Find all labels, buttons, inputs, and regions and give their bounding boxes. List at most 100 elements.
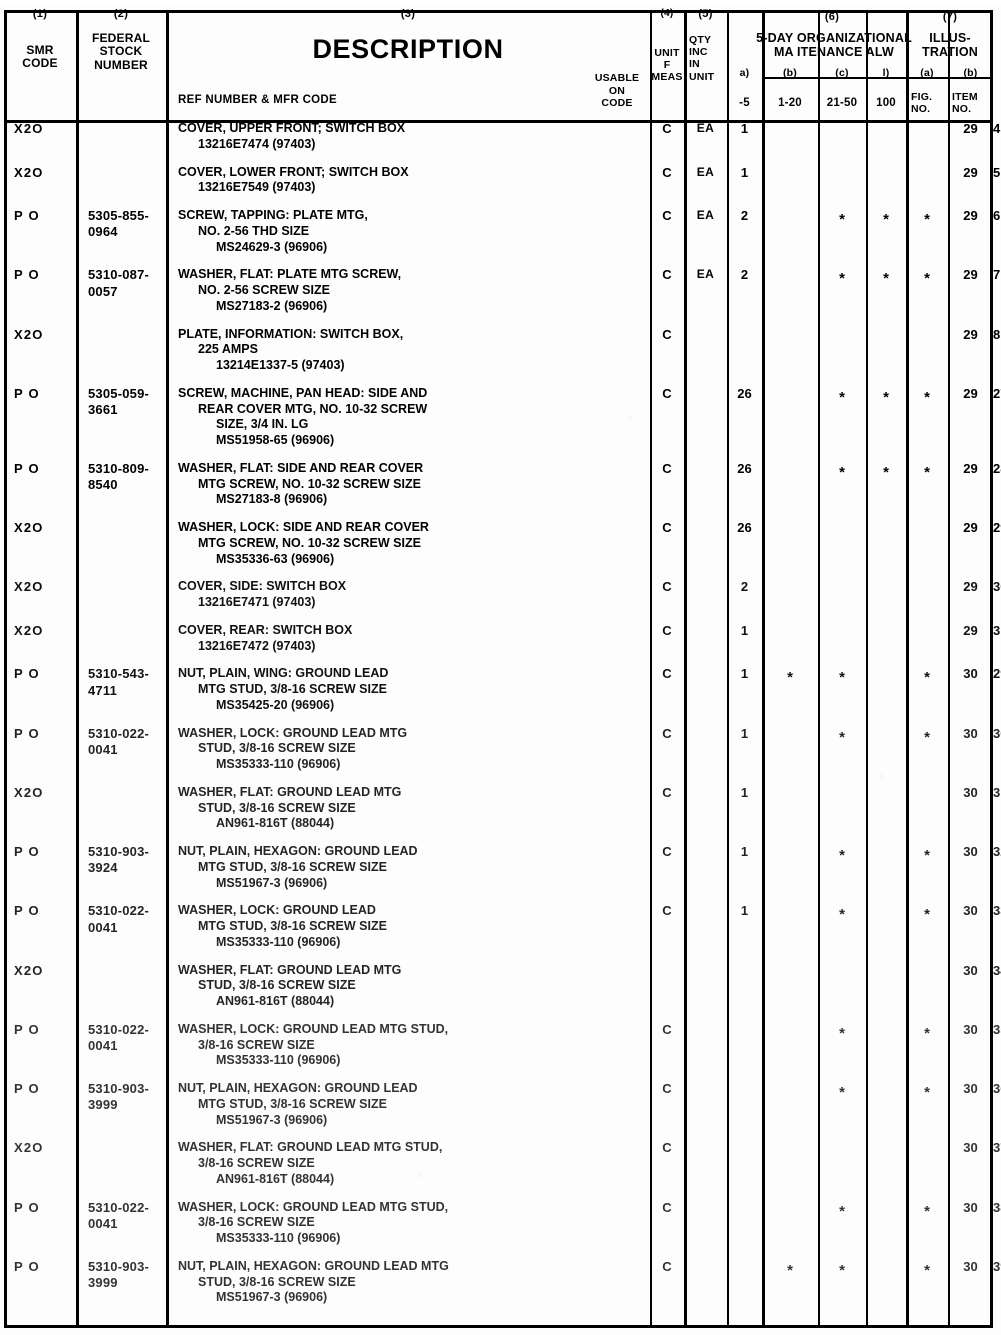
cell-description: NUT, PLAIN, HEXAGON: GROUND LEAD MTG STUD… <box>166 1075 650 1134</box>
table-row: P O 5310-903-3999 NUT, PLAIN, HEXAGON: GRO… <box>4 1253 1001 1312</box>
cell-allowance-a <box>762 115 818 159</box>
cell-usable-on-code: C <box>662 844 672 859</box>
cell-stock-number <box>76 779 166 838</box>
cell-smr-code: X2O <box>14 1140 44 1156</box>
cell-smr-code: X2O <box>14 121 44 136</box>
cell-description: WASHER, FLAT: GROUND LEAD MTG STUD, 3/8-1… <box>166 779 650 838</box>
table-row: P O 5310-543-4711 NUT, PLAIN, WING: GROUND… <box>4 660 1001 719</box>
description-line-3: MS35333-110 (96906) <box>216 1231 341 1245</box>
cell-allowance-c <box>866 573 906 617</box>
cell-figure-number: 29 <box>963 208 978 223</box>
table-row: X2O WASHER, FLAT: GROUND LEAD MTG STUD, 3/… <box>4 779 1001 838</box>
description-line-1: SCREW, TAPPING: PLATE MTG, <box>178 208 368 222</box>
cell-usable-on-code: C <box>662 622 672 638</box>
allowance-asterisk-icon: * <box>924 669 930 687</box>
cell-allowance-c <box>866 617 906 661</box>
cell-allowance-a <box>762 261 818 320</box>
cell-stock-number <box>76 159 166 203</box>
description-line-1: NUT, PLAIN, HEXAGON: GROUND LEAD <box>178 1081 418 1095</box>
cell-item-number: 31 <box>993 622 1001 638</box>
description-line-2: 225 AMPS <box>198 342 258 357</box>
cell-allowance-b: * <box>818 202 866 261</box>
header-item-line1: ITEM <box>952 91 978 103</box>
cell-item-number: 28 <box>993 460 1001 476</box>
header-allowance-a-range: -5 <box>739 97 750 109</box>
description-line-2: 13216E7474 (97403) <box>198 136 316 151</box>
cell-unit-of-measure <box>684 380 727 455</box>
description-line-2: 13216E7471 (97403) <box>198 595 316 609</box>
header-federal-stock-number: (2) FEDERAL STOCK NUMBER <box>76 5 166 115</box>
description-line-2: NO. 2-56 THD SIZE <box>198 223 310 238</box>
cell-allowance-a <box>762 957 818 1016</box>
cell-qty-inc-in-unit: 1 <box>740 622 749 638</box>
cell-allowance-c <box>866 660 906 719</box>
cell-allowance-b: * <box>818 838 866 897</box>
cell-qty-inc-in-unit <box>727 1016 762 1075</box>
allowance-asterisk-icon: * <box>839 669 845 687</box>
description-line-2: 3/8-16 SCREW SIZE <box>198 1156 315 1170</box>
header-fsn-line3: NUMBER <box>94 57 148 72</box>
cell-allowance-a <box>762 514 818 573</box>
table-row: X2O WASHER, FLAT: GROUND LEAD MTG STUD, 3/… <box>4 1134 1001 1193</box>
cell-item-number: 39 <box>993 1258 1001 1274</box>
cell-usable-on-code: C <box>662 520 672 535</box>
description-line-3: AN961-816T (88044) <box>216 1171 335 1186</box>
cell-figure-number: 30 <box>963 1258 978 1274</box>
table-header: (1) SMR CODE (2) FEDERAL STOCK NUMBER <box>4 5 997 115</box>
description-line-3: MS35333-110 (96906) <box>216 757 341 771</box>
cell-unit-of-measure <box>684 660 727 719</box>
cell-allowance-d <box>906 573 948 617</box>
cell-item-number: 29 <box>993 520 1001 535</box>
cell-stock-number: 5305-855-0964 <box>88 208 150 240</box>
cell-description: NUT, PLAIN, HEXAGON: GROUND LEAD MTG STUD… <box>166 838 650 897</box>
cell-smr-code: X2O <box>14 579 44 595</box>
cell-allowance-d: * <box>906 720 948 779</box>
cell-allowance-d: * <box>906 261 948 320</box>
cell-figure-number: 29 <box>963 385 978 401</box>
cell-stock-number: 5310-903-3924 <box>88 844 150 876</box>
cell-qty-inc-in-unit <box>727 1134 762 1193</box>
cell-unit-of-measure <box>684 321 727 380</box>
cell-allowance-a <box>762 720 818 779</box>
cell-stock-number <box>76 957 166 1016</box>
cell-unit-of-measure <box>684 838 727 897</box>
description-line-3: MS35333-110 (96906) <box>216 934 341 949</box>
cell-allowance-a <box>762 1134 818 1193</box>
description-line-2: NO. 2-56 SCREW SIZE <box>198 283 330 297</box>
header-allowance-c-range: 21-50 <box>826 97 858 109</box>
allowance-asterisk-icon: * <box>924 463 930 481</box>
header-description-title: DESCRIPTION <box>312 34 504 64</box>
cell-item-number: 6 <box>993 208 1001 223</box>
table-row: P O 5310-903-3924 NUT, PLAIN, HEXAGON: GRO… <box>4 838 1001 897</box>
header-description: (3) DESCRIPTION REF NUMBER & MFR CODE US… <box>166 5 650 115</box>
cell-allowance-c <box>866 1075 906 1134</box>
table-row: P O 5310-022-0041 WASHER, LOCK: GROUND LEA… <box>4 1194 1001 1253</box>
cell-allowance-b <box>818 115 866 159</box>
cell-allowance-a <box>762 779 818 838</box>
cell-allowance-d: * <box>906 380 948 455</box>
description-line-1: WASHER, FLAT: GROUND LEAD MTG <box>178 784 402 799</box>
allowance-asterisk-icon: * <box>787 1261 793 1279</box>
cell-usable-on-code: C <box>662 784 672 800</box>
description-line-3: 13214E1337-5 (97403) <box>216 358 345 372</box>
description-line-1: WASHER, LOCK: GROUND LEAD MTG STUD, <box>178 1199 449 1214</box>
cell-description: NUT, PLAIN, HEXAGON: GROUND LEAD MTG STUD… <box>166 1253 650 1312</box>
allowance-asterisk-icon: * <box>839 1024 845 1042</box>
cell-description: WASHER, FLAT: PLATE MTG SCREW, NO. 2-56 S… <box>166 261 650 320</box>
header-col7-number: (7) <box>942 11 958 23</box>
cell-stock-number: 5310-903-3999 <box>88 1258 150 1291</box>
cell-qty-inc-in-unit: 26 <box>737 520 752 535</box>
allowance-asterisk-icon: * <box>787 669 793 687</box>
header-allowance-title-line1: 5-DAY ORGANIZATIONAL <box>756 31 912 45</box>
cell-allowance-b: * <box>818 455 866 514</box>
description-line-3: MS51967-3 (96906) <box>216 875 328 890</box>
cell-allowance-b <box>818 617 866 661</box>
header-allowance-d: l) 100 <box>866 5 906 115</box>
cell-allowance-b: * <box>818 720 866 779</box>
cell-stock-number: 5310-022-0041 <box>88 1021 150 1054</box>
cell-allowance-b <box>818 779 866 838</box>
cell-unit-of-measure <box>684 897 727 956</box>
description-line-2: 3/8-16 SCREW SIZE <box>198 1037 315 1052</box>
description-line-3: MS35333-110 (96906) <box>216 1053 341 1068</box>
header-col6-number: (6) <box>824 11 840 23</box>
